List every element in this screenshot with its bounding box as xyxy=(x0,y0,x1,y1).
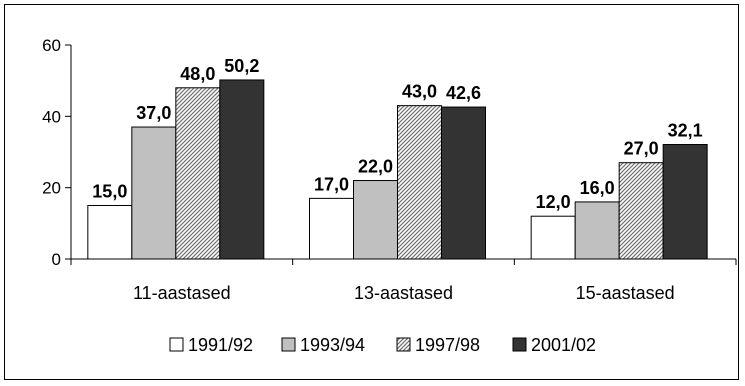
y-tick-label: 20 xyxy=(42,179,61,198)
bar xyxy=(662,144,708,260)
legend-swatch xyxy=(396,337,411,352)
x-category-label: 15-aastased xyxy=(576,283,675,303)
bar xyxy=(441,106,486,260)
data-label: 15,0 xyxy=(92,182,127,202)
data-label: 37,0 xyxy=(136,103,171,123)
chart-frame: 0 20 40 60 11-aastased 13-aastased 15-aastased… xyxy=(4,4,739,380)
legend-label: 2001/02 xyxy=(531,335,596,355)
bar xyxy=(397,105,442,260)
legend-item: 2001/02 xyxy=(512,335,596,355)
legend-swatch xyxy=(169,337,184,352)
legend-swatch xyxy=(512,337,527,352)
legend-label: 1991/92 xyxy=(188,335,253,355)
bar xyxy=(219,79,265,260)
data-label: 32,1 xyxy=(668,121,703,141)
legend-item: 1991/92 xyxy=(169,335,253,355)
legend-swatch xyxy=(281,337,296,352)
data-label: 50,2 xyxy=(224,56,259,76)
data-label: 17,0 xyxy=(314,174,349,194)
bar xyxy=(131,126,177,260)
legend-label: 1993/94 xyxy=(300,335,365,355)
data-label: 48,0 xyxy=(180,64,215,84)
y-tick-label: 40 xyxy=(42,107,61,126)
x-category-label: 11-aastased xyxy=(133,283,231,303)
data-label: 43,0 xyxy=(402,82,437,102)
bar-chart: 0 20 40 60 11-aastased 13-aastased 15-aastased… xyxy=(42,36,737,355)
data-label: 12,0 xyxy=(536,192,571,212)
bar xyxy=(530,215,576,260)
legend-item: 1993/94 xyxy=(281,335,365,355)
y-tick-label: 60 xyxy=(42,36,61,55)
bar xyxy=(618,162,664,260)
bar xyxy=(574,201,620,260)
bar xyxy=(87,205,133,260)
bar xyxy=(175,87,221,260)
bar xyxy=(309,197,354,260)
data-label: 16,0 xyxy=(580,178,615,198)
data-label: 22,0 xyxy=(358,157,393,177)
x-category-label: 13-aastased xyxy=(354,283,453,303)
legend-label: 1997/98 xyxy=(415,335,480,355)
data-label: 42,6 xyxy=(446,83,481,103)
y-tick-label: 0 xyxy=(52,250,61,269)
legend-item: 1997/98 xyxy=(396,335,480,355)
bar xyxy=(353,180,398,260)
data-label: 27,0 xyxy=(624,139,659,159)
